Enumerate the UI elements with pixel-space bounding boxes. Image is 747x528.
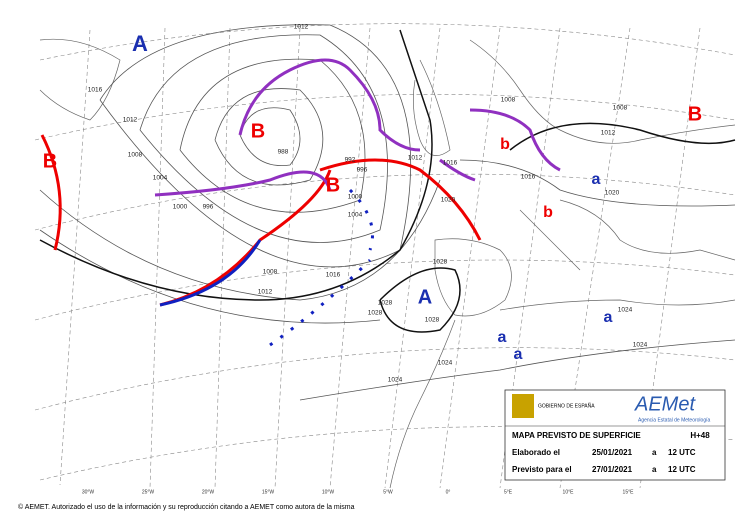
valid-label: Previsto para el [512, 465, 572, 474]
isobar-label: 1012 [123, 117, 138, 124]
isobar-label: 1000 [348, 194, 363, 201]
isobar-label: 1008 [501, 97, 516, 104]
isobar-label: 1020 [441, 197, 456, 204]
forecast-step: H+48 [690, 431, 710, 440]
pressure-center: a [498, 329, 507, 346]
longitude-label: 25°W [142, 489, 155, 495]
footer: © AEMET. Autorizado el uso de la informa… [18, 503, 355, 511]
made-at: a [652, 448, 657, 457]
isobar-label: 1012 [408, 155, 423, 162]
isobars [39, 24, 736, 401]
agency-name: Agencia Estatal de Meteorología [638, 417, 710, 423]
longitude-label: 5°W [383, 489, 393, 495]
pressure-center: B [43, 150, 57, 172]
government-label: GOBIERNO DE ESPAÑA [538, 402, 595, 409]
longitude-label: 15°E [623, 489, 635, 495]
isobar-label: 1008 [128, 152, 143, 159]
info-box: GOBIERNO DE ESPAÑA AEMet Agencia Estatal… [504, 389, 726, 481]
pressure-center: a [592, 171, 601, 188]
isobar-label: 1024 [388, 377, 403, 384]
isobar-label: 1028 [368, 310, 383, 317]
longitude-label: 5°E [504, 489, 513, 495]
isobar-label: 1008 [613, 105, 628, 112]
isobar-label: 1008 [263, 269, 278, 276]
isobar-label: 1004 [153, 175, 168, 182]
isobar-label: 1024 [438, 360, 453, 367]
made-date: 25/01/2021 [592, 448, 633, 457]
longitude-label: 10°E [563, 489, 575, 495]
isobar-label: 1004 [348, 212, 363, 219]
pressure-center: b [543, 204, 553, 221]
isobar-label: 996 [357, 167, 368, 174]
pressure-center: b [500, 136, 510, 153]
longitude-label: 0° [446, 489, 451, 495]
isobar-label: 1016 [521, 174, 536, 181]
isobar-label: 992 [345, 157, 356, 164]
isobar-label: 1016 [443, 160, 458, 167]
valid-time: 12 UTC [668, 465, 696, 474]
isobar-label: 1012 [258, 289, 273, 296]
pressure-center: B [688, 103, 702, 125]
isobar-label: 1012 [601, 130, 616, 137]
map-title: MAPA PREVISTO DE SUPERFICIE [512, 431, 641, 440]
coastlines [39, 38, 736, 489]
pressure-center: B [326, 174, 340, 196]
made-time: 12 UTC [668, 448, 696, 457]
isobar-label: 1016 [88, 87, 103, 94]
isobar-label: 1028 [425, 317, 440, 324]
made-label: Elaborado el [512, 448, 560, 457]
brand: AEMet [634, 393, 696, 415]
graticule [34, 23, 736, 489]
isobar-label: 1024 [618, 307, 633, 314]
isobar-label: 996 [203, 204, 214, 211]
isobar-label: 1000 [173, 204, 188, 211]
fronts [40, 58, 561, 347]
isobar-label: 1020 [605, 190, 620, 197]
pressure-center: A [418, 286, 432, 308]
isobar-label: 1028 [378, 300, 393, 307]
isobar-label: 1028 [433, 259, 448, 266]
longitude-label: 30°W [82, 489, 95, 495]
pressure-center: a [514, 346, 523, 363]
isobar-label: 1016 [326, 272, 341, 279]
pressure-center: B [251, 120, 265, 142]
valid-at: a [652, 465, 657, 474]
isobar-label: 1012 [294, 24, 309, 31]
pressure-center: A [132, 31, 148, 56]
pressure-center: a [604, 309, 613, 326]
longitude-label: 15°W [262, 489, 275, 495]
valid-date: 27/01/2021 [592, 465, 633, 474]
isobar-label: 1024 [633, 342, 648, 349]
longitude-label: 10°W [322, 489, 335, 495]
longitude-label: 20°W [202, 489, 215, 495]
isobar-label: 988 [278, 149, 289, 156]
